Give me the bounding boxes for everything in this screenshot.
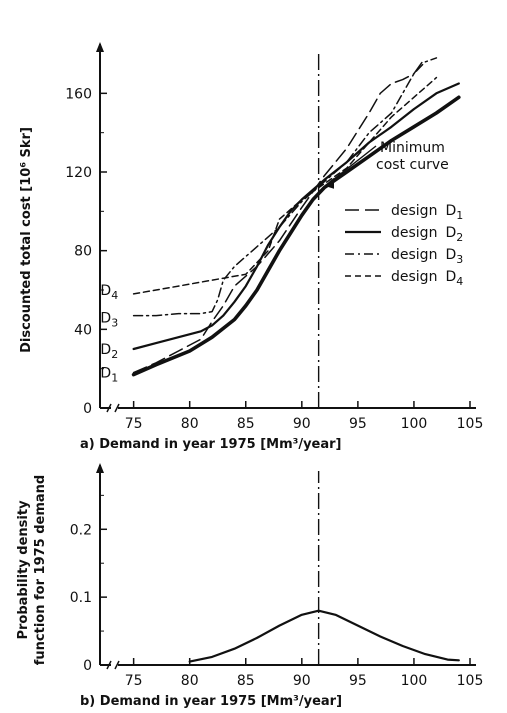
x-tick-label: 100 [401, 416, 428, 432]
x-tick-label: 80 [181, 673, 199, 689]
x-tick-label: 105 [457, 673, 484, 689]
series-line-D1 [132, 57, 426, 374]
series-line-min [131, 95, 461, 377]
legend-entry: design D3 [391, 247, 463, 266]
curve-label-D2: D2 [100, 342, 118, 361]
y-axis-arrow [96, 463, 104, 473]
y-axis-label: Discounted total cost [10⁶ Skr] [19, 127, 34, 353]
x-tick-label: 75 [125, 416, 143, 432]
axis-break-gap [111, 404, 118, 412]
curve-label-D1: D1 [100, 366, 118, 385]
legend-entry: design D4 [391, 269, 463, 288]
y-tick-label: 0.1 [70, 590, 92, 606]
panel-a-cost-chart: 75 80 85 90 95 100 105 0 40 80 120 160 a) Demand in … [19, 42, 483, 452]
y-tick-label: 80 [74, 244, 92, 260]
x-tick-label: 105 [457, 416, 484, 432]
x-axis-label: a) Demand in year 1975 [Mm³/year] [80, 437, 341, 452]
x-tick-label: 95 [349, 673, 367, 689]
x-tick-label: 85 [237, 416, 255, 432]
y-tick-label: 0.2 [70, 522, 92, 538]
y-tick-label: 160 [65, 86, 92, 102]
series-line-D4 [132, 76, 438, 295]
series-line-D3 [132, 57, 438, 317]
axis-break-gap [111, 661, 118, 669]
series-line-pdf [188, 609, 460, 663]
x-tick-label: 80 [181, 416, 199, 432]
annotation-arrow-line [327, 145, 377, 185]
y-tick-label: 40 [74, 322, 92, 338]
axis-break-mark [106, 403, 112, 413]
x-tick-label: 100 [401, 673, 428, 689]
curve-label-D4: D4 [100, 283, 118, 302]
y-axis-label-line-1: Probability density [16, 500, 31, 640]
axis-break-mark [114, 660, 120, 670]
x-tick-label: 95 [349, 416, 367, 432]
x-tick-label: 90 [293, 673, 311, 689]
annotation-arrowhead [324, 177, 334, 189]
x-tick-label: 75 [125, 673, 143, 689]
y-tick-label: 0 [83, 401, 92, 417]
y-axis-label-line-2: function for 1975 demand [33, 475, 48, 666]
legend-entry: design D2 [391, 225, 463, 244]
panel-b-probability-chart: 75 80 85 90 95 100 105 0 0.1 0.2 b) Demand in year… [16, 463, 483, 709]
axis-break-mark [106, 660, 112, 670]
curve-label-D3: D3 [100, 311, 118, 330]
annotation-line-2: cost curve [376, 157, 449, 173]
y-tick-label: 120 [65, 165, 92, 181]
x-tick-label: 85 [237, 673, 255, 689]
y-axis-arrow [96, 42, 104, 52]
annotation-line-1: Minimum [380, 140, 445, 156]
axis-break-mark [114, 403, 120, 413]
y-tick-label: 0 [83, 658, 92, 674]
x-axis-label: b) Demand in year 1975 [Mm³/year] [80, 694, 342, 709]
x-tick-label: 90 [293, 416, 311, 432]
legend-entry: design D1 [391, 203, 463, 222]
